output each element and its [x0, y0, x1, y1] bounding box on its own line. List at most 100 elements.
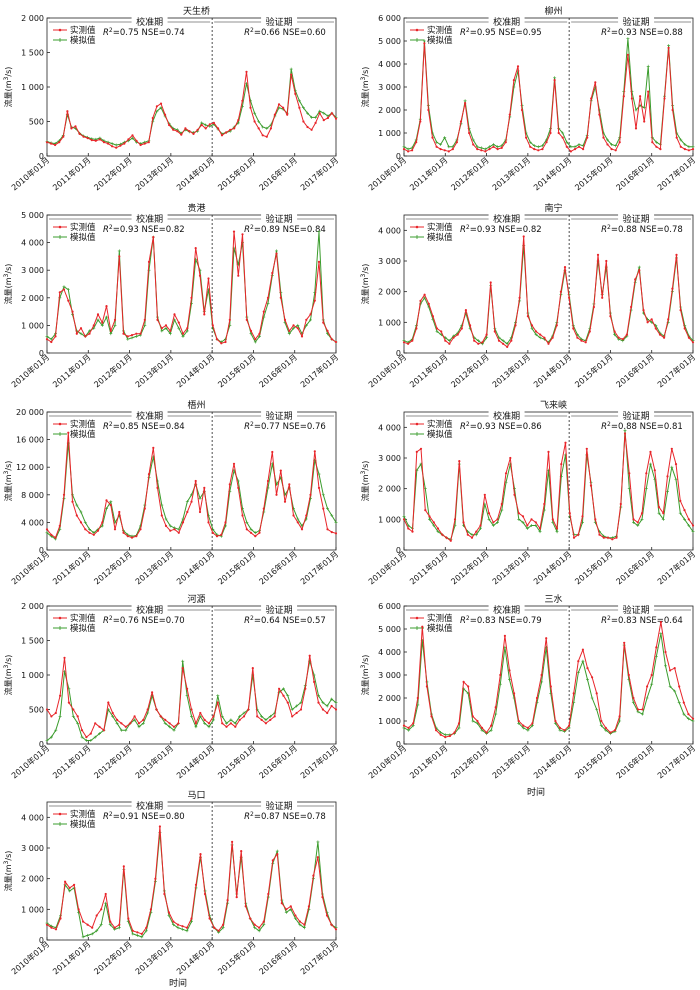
- y-axis-label: 流量(m3/s): [360, 67, 370, 108]
- observed-point: [155, 105, 158, 108]
- observed-point: [67, 299, 70, 302]
- simulated-point: [275, 849, 279, 853]
- simulated-point: [190, 714, 193, 718]
- simulated-point: [163, 721, 167, 725]
- observed-point: [164, 718, 167, 722]
- observed-point: [152, 236, 155, 239]
- simulated-series-line: [403, 430, 694, 540]
- simulated-point: [634, 108, 638, 112]
- simulated-point: [586, 678, 589, 682]
- observed-point: [135, 139, 138, 142]
- observed-point: [129, 722, 132, 725]
- observed-point: [549, 685, 552, 688]
- observed-point: [402, 148, 406, 151]
- observed-point: [675, 253, 678, 256]
- simulated-point: [181, 334, 185, 338]
- observed-point: [50, 340, 53, 344]
- observed-point: [45, 338, 49, 341]
- observed-point: [310, 128, 313, 131]
- simulated-point: [530, 524, 533, 527]
- legend-observed-marker: [58, 225, 62, 229]
- y-tick-label: 2 000: [21, 602, 44, 611]
- observed-point: [563, 729, 566, 732]
- observed-point: [130, 536, 134, 539]
- observed-point: [687, 713, 690, 716]
- observed-point: [444, 736, 447, 739]
- observed-point: [316, 856, 319, 859]
- observed-point: [241, 514, 244, 517]
- observed-point: [74, 125, 77, 128]
- y-tick-label: 1 000: [21, 905, 44, 914]
- chart-title: 南宁: [544, 202, 562, 214]
- simulated-point: [567, 726, 571, 730]
- x-tick-label: 2017年01月: [298, 549, 340, 587]
- observed-point: [330, 923, 333, 926]
- simulated-point: [474, 533, 478, 537]
- observed-point: [245, 318, 248, 321]
- simulated-point: [86, 933, 90, 937]
- simulated-point: [105, 315, 108, 319]
- x-tick-label: 2013年01月: [133, 743, 175, 781]
- simulated-point: [262, 923, 266, 927]
- x-tick-label: 2012年01月: [92, 549, 134, 587]
- legend-simulated-marker: [58, 432, 62, 436]
- observed-point: [111, 145, 114, 148]
- simulated-point: [528, 140, 532, 144]
- observed-point: [589, 484, 593, 487]
- y-tick-label: 4 000: [21, 813, 44, 822]
- x-tick-label: 2017年01月: [298, 352, 340, 390]
- legend-observed-marker: [58, 616, 62, 620]
- observed-point: [330, 704, 333, 708]
- x-tick-label: 2010年01月: [9, 549, 51, 587]
- simulated-point: [666, 490, 669, 494]
- simulated-point: [155, 109, 159, 113]
- observed-point: [115, 146, 118, 149]
- observed-point: [492, 145, 495, 148]
- simulated-point: [540, 144, 544, 148]
- simulated-point: [141, 721, 145, 725]
- observed-point: [75, 514, 78, 517]
- observed-point: [126, 335, 129, 338]
- simulated-point: [641, 712, 644, 716]
- observed-point: [176, 130, 179, 133]
- calibration-stats: R2=0.95 NSE=0.95: [460, 27, 542, 38]
- observed-point: [188, 130, 191, 133]
- simulated-point: [411, 724, 415, 728]
- simulated-point: [631, 701, 635, 705]
- simulated-point: [330, 514, 334, 517]
- observed-point: [617, 336, 620, 339]
- simulated-point: [301, 106, 305, 110]
- observed-point: [196, 128, 199, 131]
- legend-simulated-label: 模拟值: [427, 35, 453, 46]
- observed-series-line: [46, 231, 337, 344]
- validation-label: 验证期: [623, 16, 650, 28]
- legend-observed-marker: [415, 225, 419, 229]
- observed-point: [594, 81, 597, 84]
- simulated-point: [124, 728, 128, 732]
- observed-point: [530, 324, 534, 327]
- observed-point: [143, 507, 146, 510]
- observed-point: [671, 287, 674, 290]
- observed-point: [54, 143, 57, 147]
- x-tick-label: 2012年01月: [449, 352, 491, 390]
- observed-point: [436, 527, 440, 530]
- observed-point: [194, 247, 197, 250]
- simulated-point: [71, 714, 75, 718]
- observed-point: [180, 133, 183, 136]
- observed-point: [496, 518, 499, 521]
- simulated-point: [245, 520, 249, 524]
- observed-point: [541, 148, 544, 151]
- observed-point: [675, 136, 678, 139]
- observed-point: [537, 149, 540, 152]
- observed-point: [220, 342, 223, 345]
- simulated-point: [661, 517, 665, 521]
- observed-point: [513, 493, 516, 496]
- observed-point: [308, 654, 311, 657]
- x-tick-label: 2014年01月: [531, 549, 573, 587]
- observed-point: [431, 315, 434, 318]
- observed-point: [435, 327, 439, 330]
- observed-point: [520, 108, 524, 112]
- x-tick-label: 2015年01月: [216, 743, 258, 781]
- observed-point: [543, 502, 546, 506]
